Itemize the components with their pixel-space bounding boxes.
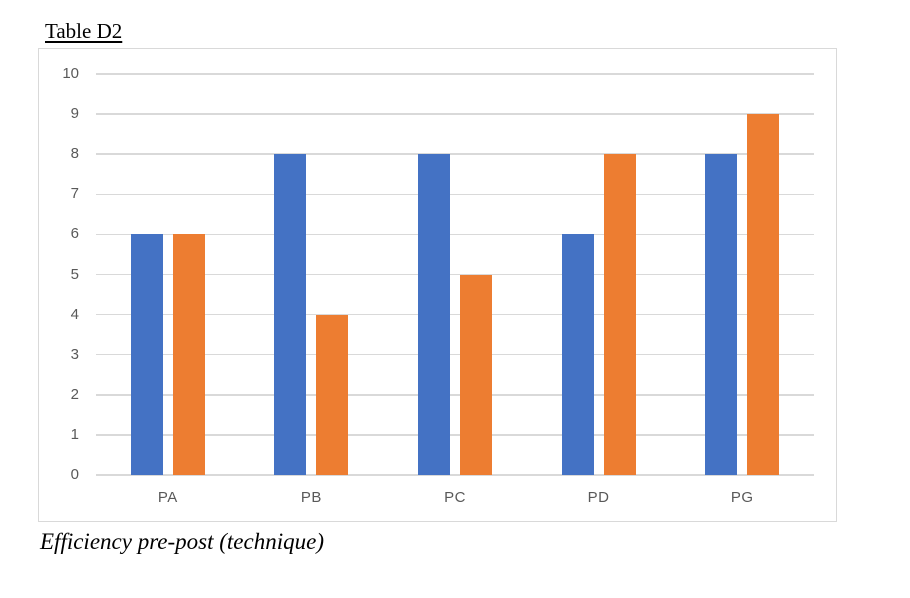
x-axis-tick-label: PG: [730, 489, 754, 506]
gridline: [96, 153, 814, 155]
gridline: [96, 394, 814, 396]
bar-series-1-pd: [561, 234, 594, 475]
y-axis-tick-label: 0: [70, 466, 79, 483]
page-title: Table D2: [45, 19, 123, 43]
y-axis-tick-label: 10: [62, 65, 79, 82]
chart-frame: 0 1 2 3 4 5 6 7 8 9 10 PA PB PC PD PG: [38, 48, 837, 522]
chart-caption: Efficiency pre-post (technique): [40, 529, 324, 554]
bar-series-1-pb: [274, 154, 307, 475]
bar-series-1-pg: [705, 154, 738, 475]
x-axis-tick-label: PC: [444, 489, 466, 506]
y-axis-tick-label: 6: [70, 225, 79, 243]
x-axis-labels: PA PB PC PD PG: [96, 487, 814, 509]
y-axis-tick-label: 9: [70, 105, 79, 123]
bar-series-2-pg: [747, 114, 780, 475]
bar-series-2-pd: [603, 154, 636, 475]
bar-groups: [96, 74, 814, 475]
category-group-pc: [383, 74, 527, 475]
bar-series-2-pb: [316, 314, 349, 475]
y-axis-tick-label: 3: [70, 345, 79, 363]
bar-series-2-pc: [459, 274, 492, 475]
gridline: [96, 193, 814, 196]
y-axis-tick-label: 7: [70, 185, 79, 203]
bar-series-1-pc: [417, 154, 450, 475]
gridline: [96, 113, 814, 115]
gridline: [96, 73, 814, 75]
category-group-pa: [96, 74, 240, 475]
gridline: [96, 273, 814, 276]
y-axis-tick-label: 5: [70, 265, 79, 283]
plot-area: [96, 73, 814, 476]
x-axis-tick-label: PB: [300, 489, 322, 506]
category-group-pd: [527, 74, 671, 475]
y-axis-tick-label: 4: [70, 305, 79, 323]
bar-series-1-pa: [130, 234, 163, 475]
x-axis-tick-label: PD: [587, 489, 610, 506]
x-axis-tick-label: PA: [157, 489, 178, 506]
category-group-pb: [240, 74, 384, 475]
gridline: [96, 434, 814, 436]
gridline: [96, 313, 814, 316]
bar-series-2-pa: [172, 234, 205, 475]
y-axis-tick-label: 8: [70, 145, 79, 163]
category-group-pg: [670, 74, 814, 475]
gridline: [96, 353, 814, 356]
y-axis-tick-label: 1: [70, 425, 79, 443]
gridline: [96, 233, 814, 236]
x-axis-line: [96, 474, 814, 476]
y-axis-tick-label: 2: [70, 385, 79, 403]
